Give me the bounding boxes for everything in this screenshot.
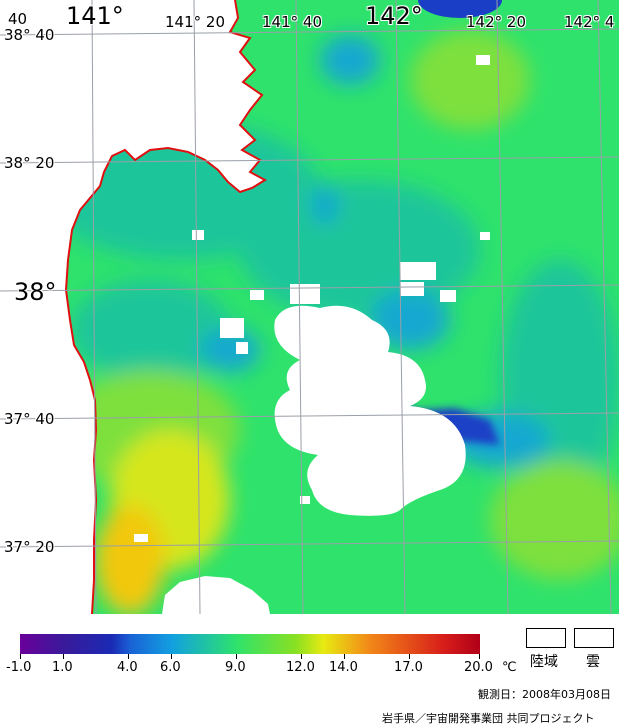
cloud-area (476, 55, 490, 65)
lon-label: 141° 40 (262, 13, 322, 31)
land-area (0, 0, 265, 614)
graticule (0, 0, 619, 614)
sst-patch (70, 280, 230, 380)
parallel-line (0, 540, 619, 548)
sst-patch (95, 505, 165, 614)
scale-label: 14.0 (329, 660, 358, 675)
scale-label: 9.0 (225, 660, 246, 675)
meridian-line (91, 0, 97, 614)
temperature-color-scale (20, 634, 480, 654)
scale-label: 4.0 (117, 660, 138, 675)
unit-label: ℃ (502, 660, 517, 675)
lon-label: 40 (8, 10, 28, 28)
sst-patch (410, 30, 530, 130)
lon-label: 142° 4 (564, 13, 615, 31)
coastline (64, 0, 268, 614)
parallel-line (0, 156, 619, 164)
scale-tick (409, 654, 410, 659)
cloud-area (400, 282, 424, 296)
sst-patch (370, 290, 450, 350)
cold-water-patch (418, 0, 502, 18)
cloud-area (440, 290, 456, 302)
sst-patch (490, 460, 619, 580)
cloud-area (300, 496, 310, 504)
scale-label: -1.0 (6, 660, 32, 675)
cloud-area (290, 284, 320, 304)
cloud-area (274, 305, 466, 516)
parallel-line (0, 412, 619, 420)
meridian-line (295, 0, 304, 614)
cloud-area (134, 534, 148, 542)
lat-label: 37° 40 (4, 410, 55, 428)
scale-tick (301, 654, 302, 659)
cloud-area (220, 318, 244, 338)
lon-label: 141° (66, 2, 124, 30)
sst-patch (200, 328, 260, 372)
scale-label: 6.0 (160, 660, 181, 675)
credit-text: 岩手県／宇宙開発事業団 共同プロジェクト (382, 712, 595, 725)
parallel-line (0, 284, 619, 292)
scale-tick (344, 654, 345, 659)
scale-tick (171, 654, 172, 659)
scale-label: 1.0 (52, 660, 73, 675)
lat-label: 37° 20 (4, 538, 55, 556)
cloud-area (236, 342, 248, 354)
cloud-area (192, 230, 204, 240)
lat-label: 38° (14, 278, 57, 306)
sst-patch (320, 35, 380, 85)
meridian-line (193, 0, 201, 614)
scale-tick (63, 654, 64, 659)
sea-surface-temperature-map (0, 0, 619, 614)
meridian-line (395, 0, 406, 614)
cloud-area (400, 262, 436, 280)
cloud-area (480, 232, 490, 240)
scale-tick (20, 654, 21, 659)
lat-label: 38° 20 (4, 154, 55, 172)
land-label: 陸域 (530, 654, 558, 670)
lat-label: 38° 40 (4, 26, 55, 44)
land-swatch (526, 628, 566, 648)
parallel-line (0, 28, 619, 36)
lon-label: 142° 20 (466, 13, 526, 31)
scale-label: 12.0 (286, 660, 315, 675)
scale-tick (479, 654, 480, 659)
scale-tick (128, 654, 129, 659)
lon-label: 142° (365, 2, 423, 30)
meridian-line (496, 0, 509, 614)
land-area (162, 576, 270, 614)
scale-tick (236, 654, 237, 659)
sst-patch (311, 185, 339, 225)
meridian-line (597, 0, 612, 614)
scale-label: 20.0 (464, 660, 493, 675)
cloud-swatch (574, 628, 614, 648)
observation-date: 観測日：2008年03月08日 (478, 688, 611, 701)
lon-label: 141° 20 (165, 13, 225, 31)
cloud-area (250, 290, 264, 300)
cloud-label: 雲 (586, 654, 600, 670)
scale-label: 17.0 (394, 660, 423, 675)
